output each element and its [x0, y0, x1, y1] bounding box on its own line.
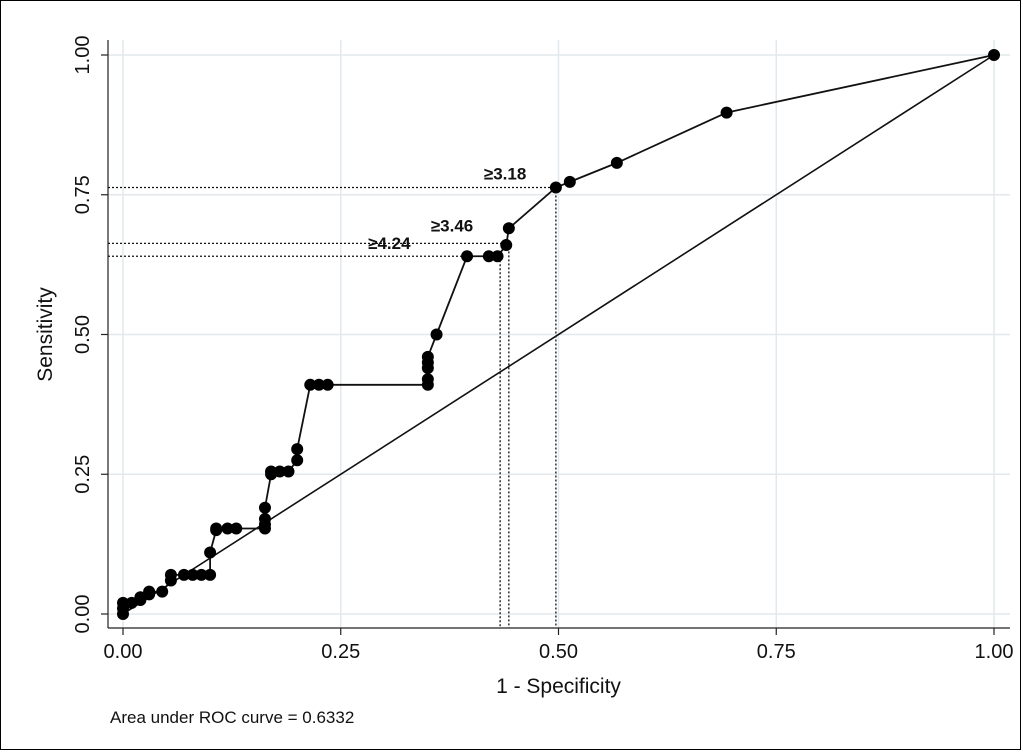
roc-point: [177, 568, 190, 581]
roc-point: [321, 378, 334, 391]
roc-point: [312, 378, 325, 391]
roc-point: [304, 378, 317, 391]
roc-point: [282, 465, 295, 478]
x-tick-label: 0.00: [104, 641, 143, 663]
tick-labels: 0.00 0.25 0.50 0.75 1.00 0.00 0.25 0.50 0.75 1.00: [72, 36, 1013, 663]
roc-point: [195, 568, 208, 581]
roc-point: [265, 465, 278, 478]
roc-point: [563, 175, 576, 188]
cutoff-guides: [108, 186, 557, 628]
roc-point: [500, 239, 513, 252]
y-axis-title: Sensitivity: [34, 287, 57, 382]
roc-point: [291, 443, 304, 456]
roc-point: [204, 546, 217, 559]
roc-point: [210, 522, 223, 535]
cutoff-annotation: ≥3.46: [431, 216, 473, 235]
annotations: ≥3.18 ≥3.46 ≥4.24: [368, 164, 526, 253]
roc-point: [204, 568, 217, 581]
roc-point: [258, 512, 271, 525]
roc-point: [164, 568, 177, 581]
roc-point: [421, 350, 434, 363]
cutoff-annotation: ≥4.24: [368, 234, 411, 253]
y-tick-label: 0.75: [72, 175, 94, 214]
roc-point: [549, 181, 562, 194]
roc-point: [143, 585, 156, 598]
y-tick-label: 0.00: [72, 595, 94, 634]
auc-note: Area under ROC curve = 0.6332: [110, 708, 355, 727]
roc-point: [482, 250, 495, 263]
roc-point: [221, 522, 234, 535]
x-tick-label: 0.50: [539, 641, 578, 663]
roc-point: [610, 156, 623, 169]
x-tick-label: 1.00: [975, 641, 1014, 663]
roc-point: [461, 250, 474, 263]
y-tick-label: 0.25: [72, 455, 94, 494]
roc-point: [502, 222, 515, 235]
roc-point: [258, 501, 271, 514]
roc-point: [117, 596, 129, 609]
y-tick-label: 1.00: [72, 36, 94, 75]
x-tick-label: 0.25: [321, 641, 360, 663]
roc-point: [421, 373, 434, 386]
roc-point: [988, 49, 1000, 61]
roc-point: [430, 328, 443, 341]
roc-point: [491, 250, 504, 263]
roc-point: [273, 465, 286, 478]
roc-point: [186, 568, 199, 581]
x-tick-label: 0.75: [757, 641, 796, 663]
roc-point: [720, 106, 733, 119]
x-axis-title: 1 - Specificity: [496, 675, 621, 698]
roc-point: [230, 522, 243, 535]
data-points: [117, 49, 1000, 620]
y-tick-label: 0.50: [72, 315, 94, 354]
roc-point: [156, 585, 169, 598]
roc-point: [291, 454, 304, 467]
cutoff-annotation: ≥3.18: [484, 164, 526, 183]
roc-chart: 0.00 0.25 0.50 0.75 1.00 0.00 0.25 0.50 0.75 1.00…: [34, 36, 1013, 698]
